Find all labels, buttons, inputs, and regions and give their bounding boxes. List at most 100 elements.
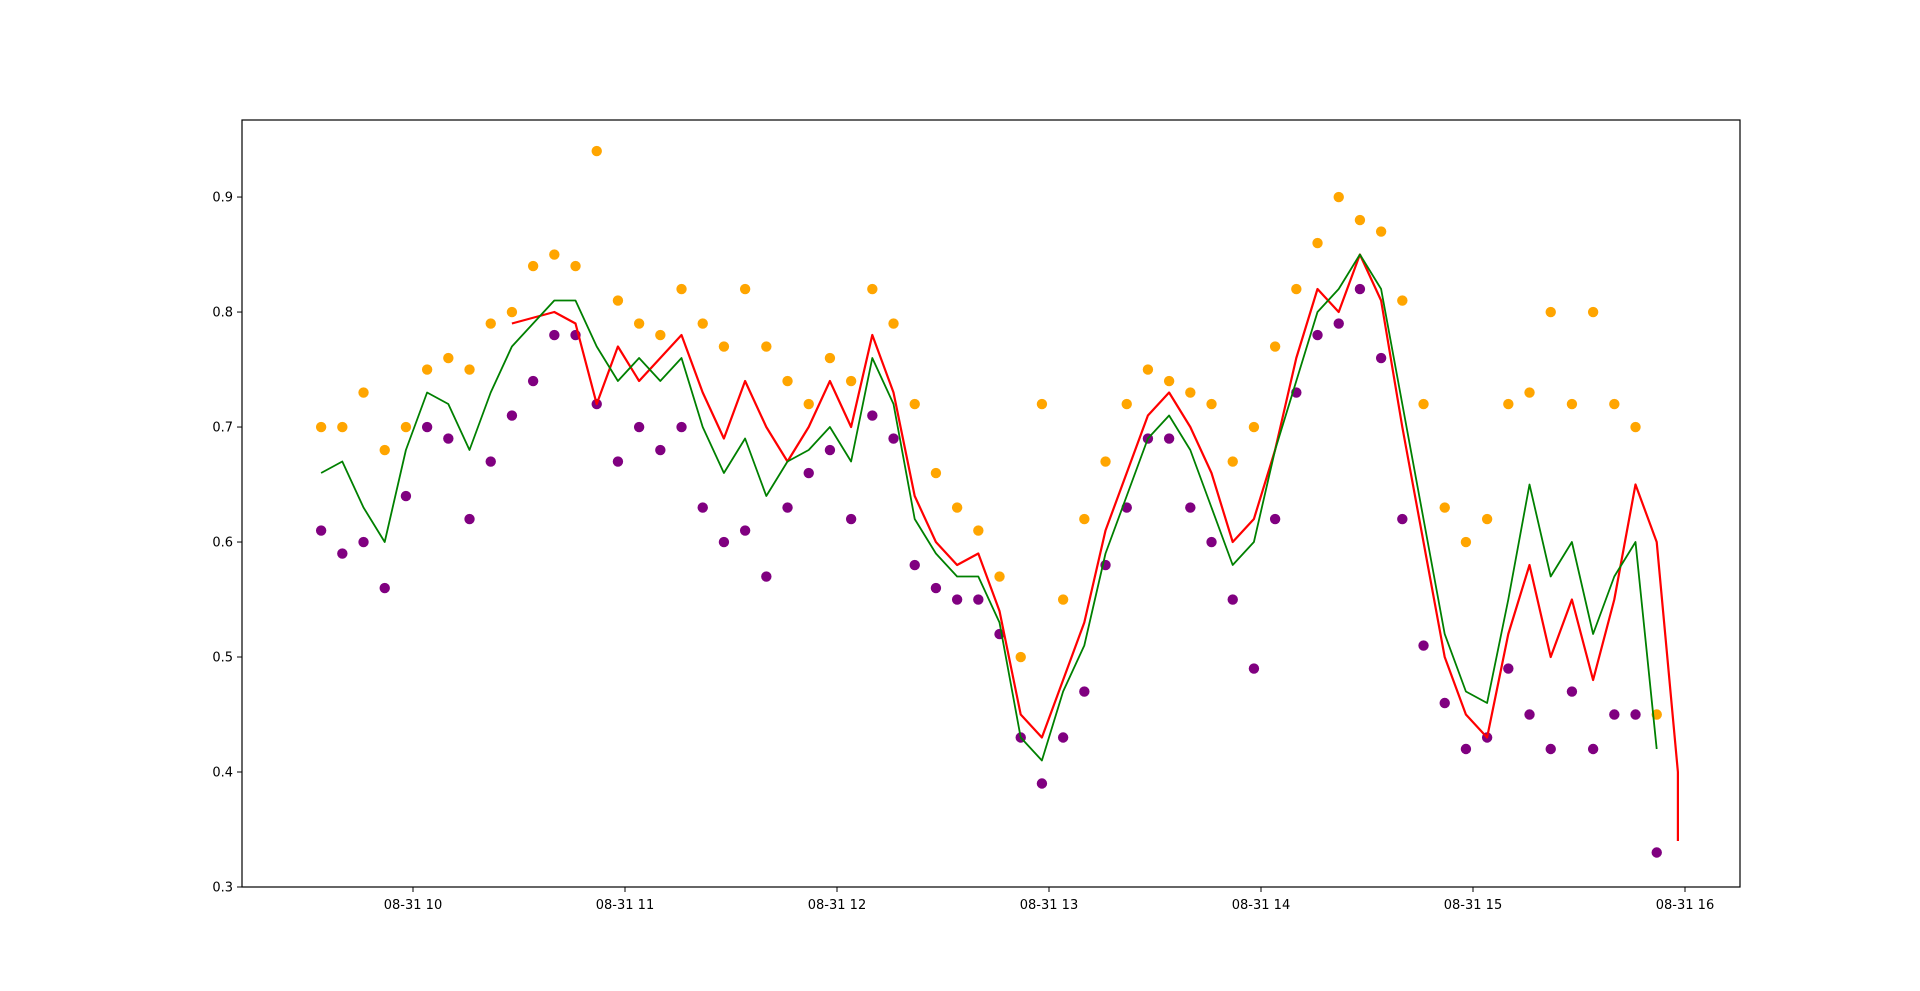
purple-point [1036, 778, 1048, 789]
purple-point [1163, 433, 1175, 444]
green-line-series [320, 253, 1658, 762]
orange-point [315, 421, 327, 433]
purple-point [761, 571, 772, 582]
orange-point [803, 398, 814, 410]
purple-point [782, 502, 793, 513]
orange-point [1545, 306, 1556, 318]
orange-point [930, 467, 942, 479]
purple-point [1227, 594, 1238, 605]
orange-point [1291, 283, 1302, 295]
orange-point [1418, 398, 1429, 410]
orange-point [1312, 237, 1323, 249]
purple-point [1397, 513, 1408, 525]
orange-point [1015, 651, 1026, 663]
orange-point [909, 398, 920, 410]
purple-point [379, 582, 390, 594]
y-axis: 0.3 0.4 0.5 0.6 0.7 0.8 0.9 [212, 191, 242, 896]
purple-point [824, 444, 836, 456]
purple-point [1079, 686, 1090, 697]
orange-point [527, 260, 539, 272]
x-tick-label: 08-31 10 [384, 898, 442, 913]
purple-point [739, 525, 751, 536]
x-tick-label: 08-31 12 [808, 898, 866, 913]
purple-point [1057, 732, 1069, 743]
orange-point [845, 375, 857, 387]
y-tick-label: 0.7 [212, 421, 233, 436]
orange-point [824, 352, 836, 364]
purple-point [803, 467, 814, 479]
purple-point [1609, 709, 1620, 720]
orange-point [1630, 421, 1641, 433]
orange-point [1269, 341, 1281, 352]
purple-point [909, 559, 920, 571]
purple-scatter-series [315, 283, 1662, 858]
orange-point [739, 283, 751, 295]
purple-point [1503, 663, 1514, 674]
y-tick-label: 0.4 [212, 766, 233, 781]
orange-point [591, 145, 602, 157]
orange-point [1206, 398, 1217, 410]
purple-point [1587, 743, 1599, 755]
orange-point [1609, 398, 1620, 410]
purple-point [527, 375, 539, 387]
purple-point [845, 513, 857, 525]
purple-point [1248, 663, 1260, 674]
y-tick-label: 0.9 [212, 191, 233, 206]
purple-point [676, 421, 687, 433]
orange-point [337, 421, 348, 433]
purple-point [443, 433, 454, 444]
orange-point [867, 283, 878, 295]
orange-point [464, 364, 475, 375]
purple-point [612, 456, 624, 467]
x-tick-label: 08-31 14 [1232, 898, 1290, 913]
orange-point [421, 364, 433, 375]
orange-point [655, 329, 666, 341]
orange-point [1375, 226, 1387, 237]
x-tick-label: 08-31 15 [1444, 898, 1502, 913]
orange-point [612, 295, 624, 306]
orange-point [1503, 398, 1514, 410]
purple-point [315, 525, 327, 536]
orange-point [888, 318, 899, 329]
purple-point [1651, 847, 1662, 858]
red-line-series [511, 253, 1679, 841]
purple-point [1566, 686, 1578, 697]
y-tick-label: 0.8 [212, 306, 233, 321]
purple-point [951, 594, 963, 605]
purple-point [718, 536, 730, 548]
orange-point [1227, 456, 1238, 467]
purple-point [400, 490, 412, 502]
orange-point [718, 341, 730, 352]
purple-point [1418, 640, 1429, 651]
y-tick-label: 0.3 [212, 881, 233, 896]
orange-point [1354, 214, 1366, 226]
orange-point [400, 421, 412, 433]
orange-point [1587, 306, 1599, 318]
purple-point [1206, 536, 1217, 548]
purple-point [1333, 318, 1344, 329]
orange-point [358, 387, 369, 398]
x-tick-label: 08-31 16 [1656, 898, 1714, 913]
orange-point [1163, 375, 1175, 387]
purple-point [1375, 352, 1387, 364]
purple-point [485, 456, 496, 467]
orange-point [973, 525, 984, 536]
orange-point [1057, 594, 1069, 605]
x-tick-label: 08-31 11 [596, 898, 654, 913]
orange-scatter-series [315, 145, 1662, 720]
purple-point [1439, 697, 1450, 709]
purple-point [930, 582, 942, 594]
orange-point [1100, 456, 1111, 467]
purple-point [1312, 329, 1323, 341]
y-tick-label: 0.5 [212, 651, 233, 666]
orange-point [1524, 387, 1535, 398]
orange-point [485, 318, 496, 329]
orange-point [379, 444, 390, 456]
orange-point [1036, 398, 1048, 410]
purple-point [1545, 743, 1556, 755]
orange-point [1566, 398, 1578, 410]
purple-point [973, 594, 984, 605]
orange-point [1481, 513, 1493, 525]
